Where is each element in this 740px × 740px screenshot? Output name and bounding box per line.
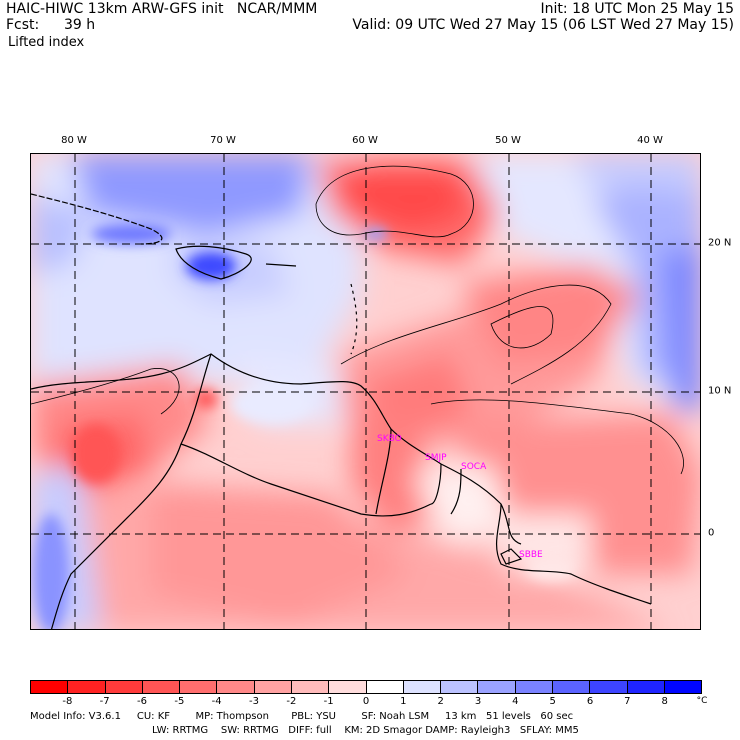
lon-label-50w: 50 W (495, 135, 521, 146)
colorbar-tick-label: -2 (286, 696, 297, 707)
colorbar-swatch (365, 681, 403, 693)
field-name: Lifted index (8, 35, 85, 50)
colorbar-swatch (477, 681, 515, 693)
colorbar-tick-label: 8 (661, 696, 668, 707)
stations: SKBO SMJP SOCA SBBE (377, 434, 543, 560)
model-info-line2: LW: RRTMG SW: RRTMG DIFF: full KM: 2D Sm… (152, 725, 579, 736)
colorbar-tick-label: -6 (137, 696, 147, 707)
colorbar-tick-label: 4 (512, 696, 519, 707)
colorbar-tick-label: -5 (174, 696, 185, 707)
forecast-hour: 39 h (64, 17, 96, 33)
station-label-skbo: SKBO (377, 434, 402, 444)
colorbar-tick-label: -1 (323, 696, 334, 707)
colorbar-swatch (514, 681, 552, 693)
colorbar-tick-label: 2 (437, 696, 444, 707)
model-info-line1: Model Info: V3.6.1 CU: KF MP: Thompson P… (30, 711, 574, 722)
lat-label-eq: 0 (708, 527, 715, 539)
colorbar-swatch (31, 681, 68, 693)
colorbar-tick-label: 6 (586, 696, 594, 707)
colorbar-swatch (551, 681, 590, 693)
colorbar-swatch (290, 681, 329, 693)
colorbar-swatch (141, 681, 180, 693)
map-canvas: SKBO SMJP SOCA SBBE (31, 154, 700, 629)
station-label-soca: SOCA (461, 462, 487, 472)
colorbar-tick-label: 3 (474, 696, 482, 707)
graticule (31, 154, 700, 629)
station-label-smjp: SMJP (425, 453, 447, 463)
colorbar-swatch (104, 681, 142, 693)
colorbar-tick-label: -7 (99, 696, 110, 707)
colorbar-unit: °C (696, 696, 708, 706)
colorbar-swatch (253, 681, 291, 693)
colorbar-tick-label: 7 (624, 696, 631, 707)
colorbar-swatch (626, 681, 664, 693)
colorbar-tick-label: -3 (249, 696, 259, 707)
colorbar-tick-label: -4 (211, 696, 222, 707)
colorbar-tick-label: 1 (400, 696, 407, 707)
colorbar-swatch (179, 681, 217, 693)
lon-label-40w: 40 W (637, 135, 663, 146)
colorbar-swatch (67, 681, 105, 693)
colorbar-swatch (402, 681, 441, 693)
map-title: HAIC-HIWC 13km ARW-GFS init NCAR/MMM (6, 1, 318, 17)
colorbar-swatch (589, 681, 627, 693)
lon-label-80w: 80 W (61, 135, 87, 146)
init-time: Init: 18 UTC Mon 25 May 15 (540, 1, 734, 17)
station-label-sbbe: SBBE (519, 550, 543, 560)
colorbar-swatch (663, 681, 702, 693)
lon-label-70w: 70 W (210, 135, 236, 146)
colorbar-swatch (328, 681, 366, 693)
coastlines (31, 193, 652, 629)
colorbar-tick-label: -8 (62, 696, 73, 707)
lat-label-10n: 10 N (708, 385, 732, 397)
valid-time: Valid: 09 UTC Wed 27 May 15 (06 LST Wed … (352, 17, 734, 33)
colorbar (30, 680, 702, 694)
colorbar-tick-label: 0 (362, 696, 370, 707)
forecast-label: Fcst: (6, 17, 40, 33)
colorbar-tick-label: 5 (549, 696, 556, 707)
lat-label-20n: 20 N (708, 237, 732, 249)
colorbar-swatch (440, 681, 478, 693)
lon-label-60w: 60 W (352, 135, 378, 146)
colorbar-swatch (216, 681, 254, 693)
lifted-index-map: SKBO SMJP SOCA SBBE (30, 153, 701, 630)
